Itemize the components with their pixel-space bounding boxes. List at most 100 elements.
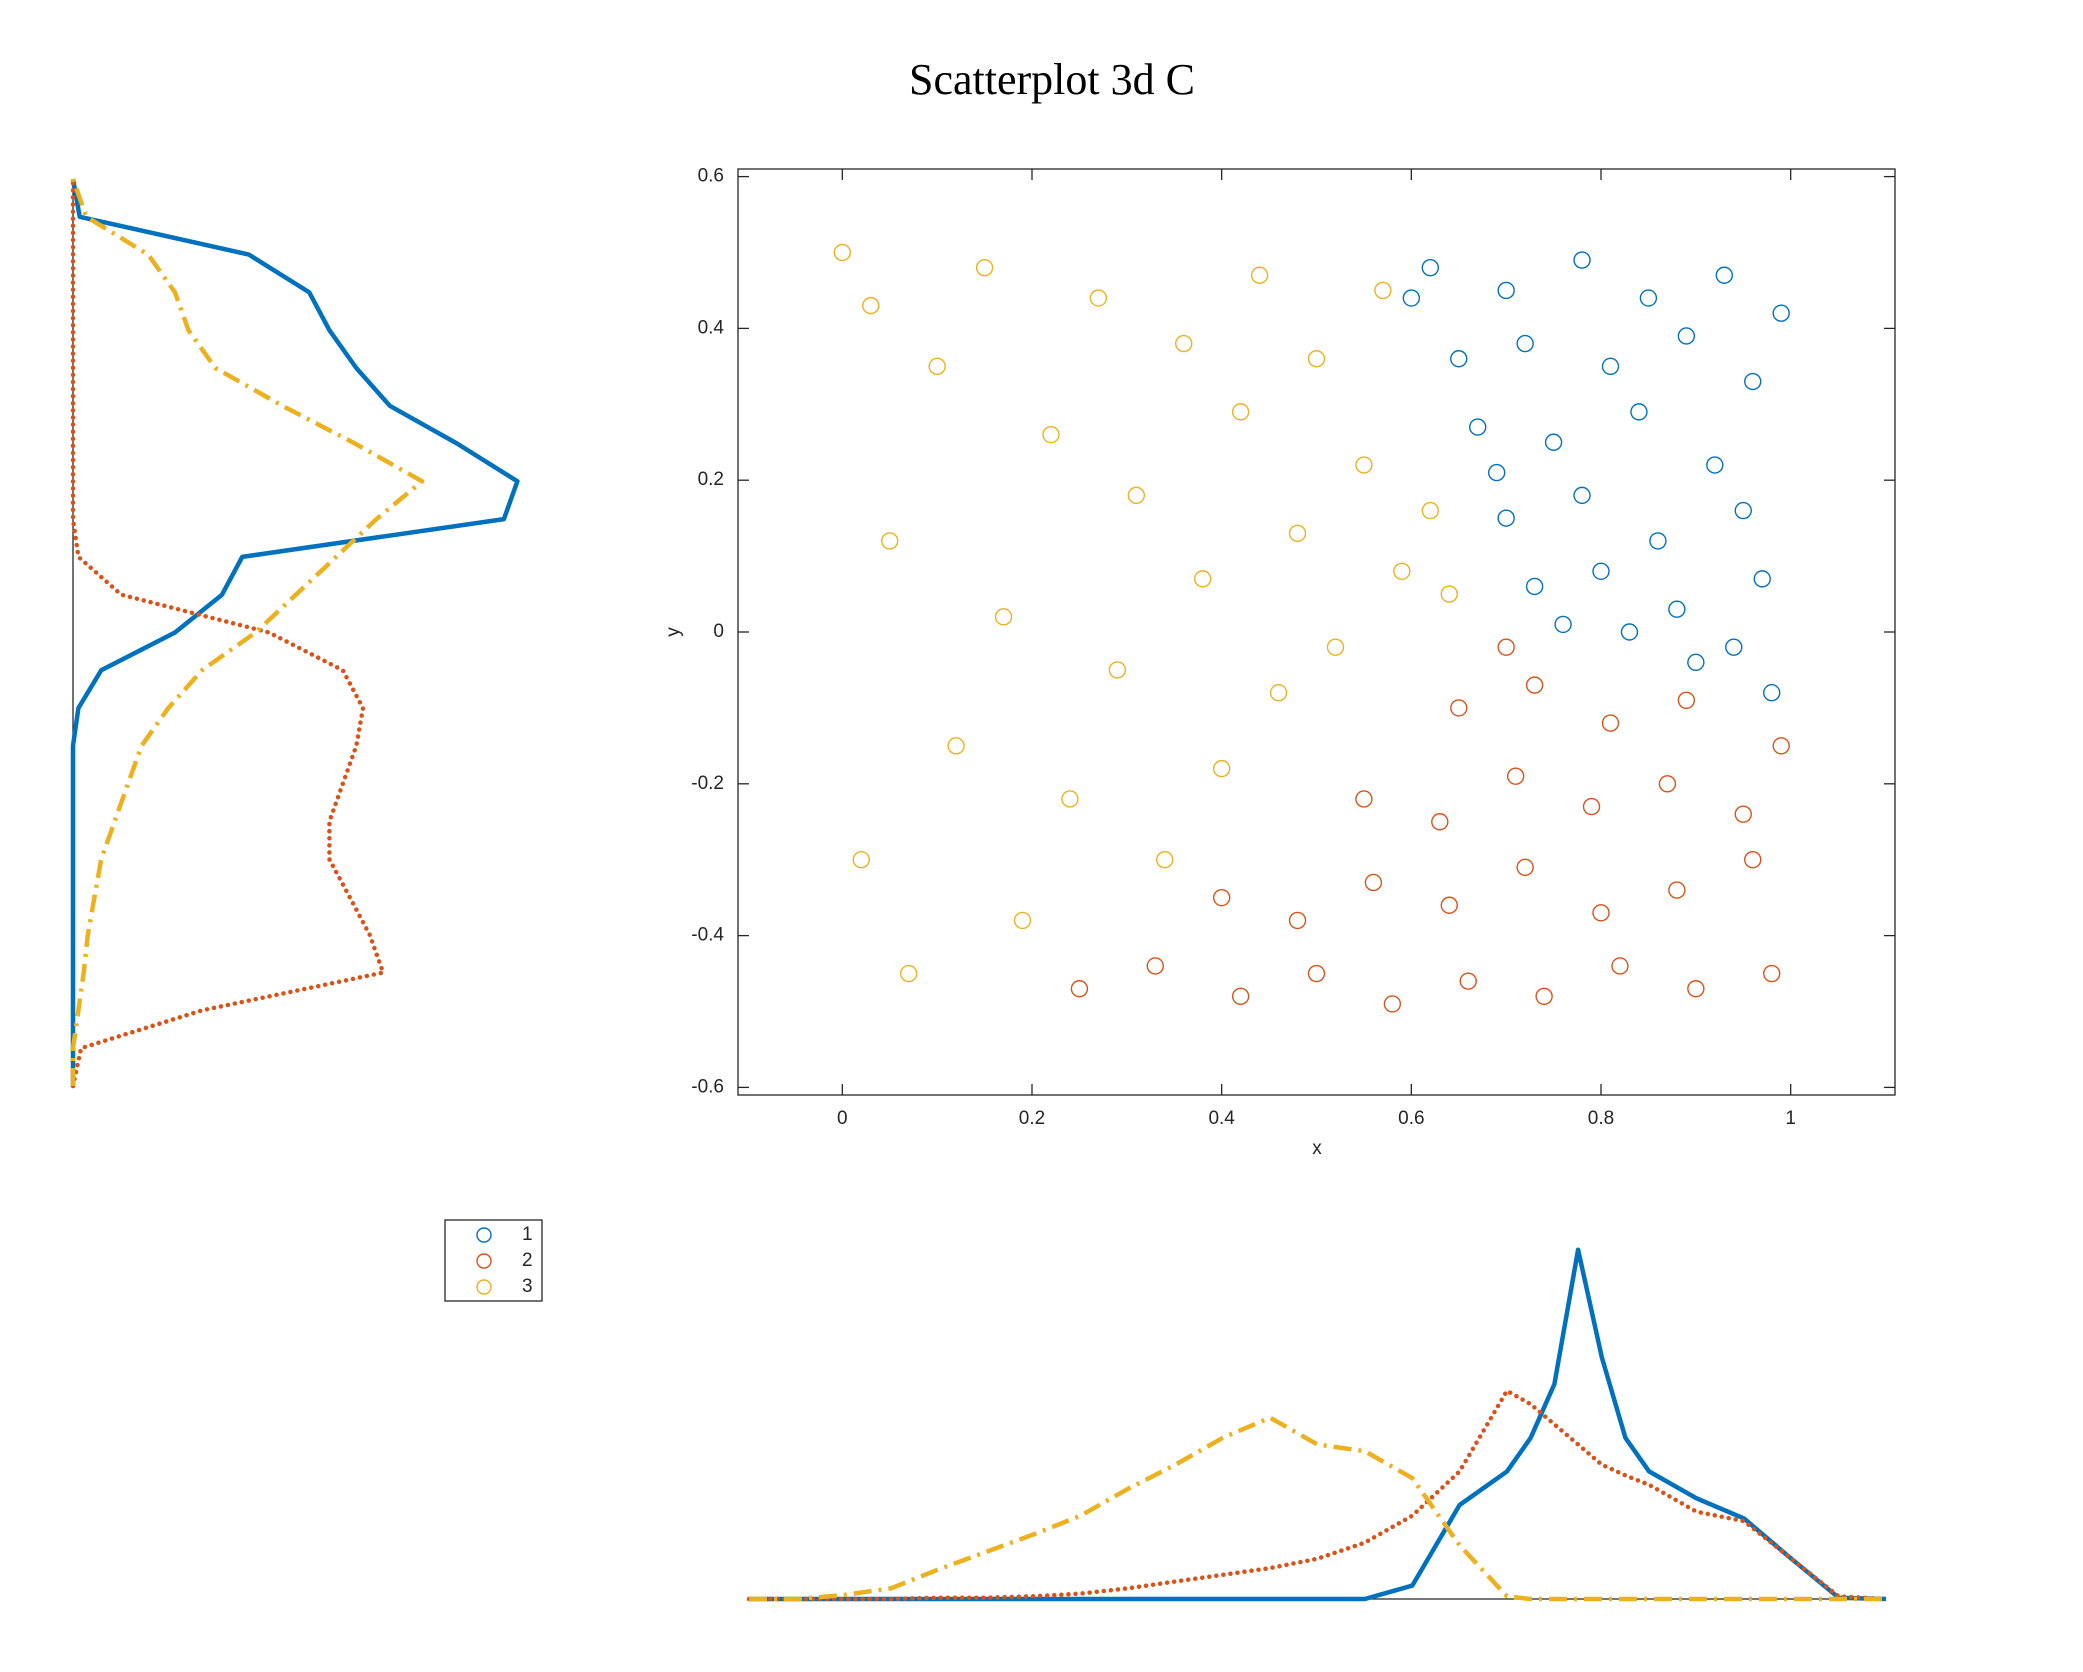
density-line (746, 1388, 1889, 1602)
scatter-point (1744, 372, 1762, 391)
x-tick-label: 1 (1785, 1108, 1796, 1129)
scatter-point (1487, 463, 1506, 482)
scatter-point (1070, 980, 1089, 998)
chart-title: Scatterplot 3d C (909, 55, 1195, 104)
scatter-point (1687, 980, 1705, 998)
scatter-point (1013, 911, 1032, 930)
scatter-point (1355, 456, 1373, 474)
scatter-point (1535, 987, 1553, 1006)
scatter-point (1554, 615, 1572, 634)
scatter-point (1706, 456, 1724, 474)
scatter-point (1383, 995, 1402, 1013)
scatter-point (1668, 881, 1686, 899)
scatter-point (1772, 304, 1790, 322)
scatter-point (1440, 896, 1458, 914)
scatter-point (1374, 281, 1392, 300)
scatter-point (1431, 813, 1449, 831)
legend-marker (476, 1279, 492, 1295)
scatter-point (1326, 638, 1345, 656)
y-tick-label: 0 (713, 621, 724, 642)
y-tick-label: 0.6 (698, 166, 724, 187)
scatter-point (1175, 334, 1193, 353)
scatter-point (1146, 957, 1164, 975)
scatter-point (1450, 699, 1468, 717)
scatter-point (1525, 676, 1544, 694)
scatter-point (1658, 775, 1677, 793)
plot-box (737, 168, 1896, 1096)
scatter-point (1421, 258, 1440, 277)
scatter-point (1469, 418, 1487, 436)
legend-label: 2 (522, 1250, 533, 1271)
scatter-point (1393, 562, 1411, 580)
scatter-point (1497, 281, 1515, 300)
scatter-point (1620, 623, 1639, 641)
density-line (70, 178, 520, 1086)
scatter-point (1355, 790, 1373, 808)
density-line (749, 1415, 1886, 1602)
scatter-point (1592, 904, 1610, 922)
scatter-point (1089, 289, 1108, 307)
scatter-point (1601, 357, 1620, 376)
scatter-point (1440, 585, 1458, 603)
scatter-point (1108, 661, 1127, 679)
scatter-point (1193, 570, 1212, 588)
scatter-point (1231, 987, 1250, 1006)
x-tick-label: 0 (837, 1108, 848, 1129)
scatter-point (928, 357, 946, 376)
legend-marker (476, 1227, 492, 1243)
scatter-point (1156, 851, 1174, 869)
x-tick-label: 0.4 (1208, 1108, 1235, 1129)
scatter-point (900, 964, 918, 983)
scatter-point (1582, 797, 1601, 816)
scatter-point (1639, 289, 1658, 307)
scatter-point (1677, 691, 1696, 710)
scatter-point (1592, 562, 1610, 580)
scatter-point (994, 608, 1013, 626)
scatter-point (881, 532, 899, 550)
scatter-point (1734, 501, 1752, 520)
scatter-point (1506, 767, 1525, 785)
x-tick-label: 0.6 (1398, 1108, 1424, 1129)
scatter-point (1715, 266, 1733, 284)
y-axis-label: y (663, 627, 684, 637)
scatter-point (1677, 327, 1696, 345)
scatter-point (1687, 653, 1705, 672)
x-tick-label: 0.8 (1588, 1108, 1614, 1129)
scatter-point (1744, 851, 1762, 869)
scatter-point (862, 296, 880, 315)
scatter-point (1544, 433, 1563, 451)
scatter-point (1601, 714, 1620, 732)
scatter-point (1497, 509, 1515, 527)
scatter-point (1307, 350, 1326, 368)
scatter-point (1772, 737, 1790, 755)
legend-marker (476, 1253, 492, 1269)
scatter-point (975, 258, 994, 277)
scatter-point (1450, 350, 1468, 368)
scatter-point (1307, 964, 1326, 983)
scatter-point (1763, 964, 1781, 983)
scatter-point (947, 737, 965, 755)
scatter-point (1231, 403, 1250, 421)
scatter-point (1573, 486, 1591, 505)
scatter-point (1250, 266, 1269, 284)
scatter-point (1042, 425, 1060, 444)
scatter-point (1630, 403, 1648, 421)
scatter-point (1212, 888, 1231, 907)
legend-box (444, 1219, 543, 1302)
scatter-point (1459, 972, 1477, 990)
y-tick-label: 0.2 (698, 469, 724, 490)
density-line (70, 178, 425, 1086)
scatter-point (1725, 638, 1743, 656)
scatter-point (1061, 790, 1079, 808)
scatter-point (1364, 873, 1383, 892)
y-tick-label: -0.6 (691, 1076, 724, 1097)
y-tick-label: 0.4 (698, 317, 725, 338)
scatter-point (1288, 524, 1307, 543)
scatter-point (1127, 486, 1146, 505)
x-axis-label: x (1312, 1138, 1322, 1159)
scatter-point (1269, 684, 1288, 702)
legend-label: 1 (522, 1224, 533, 1245)
scatter-point (1763, 684, 1781, 702)
scatter-point (1649, 532, 1667, 550)
